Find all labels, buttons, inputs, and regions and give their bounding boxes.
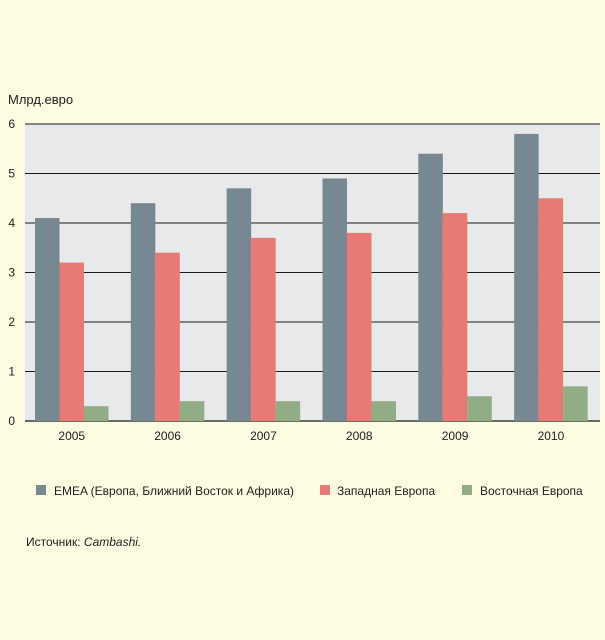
y-axis-title: Млрд.евро: [8, 92, 73, 107]
bar: [418, 153, 443, 421]
legend-swatch: [462, 485, 472, 495]
x-tick-labels: 2005 2006 2007 2008 2009 2010: [58, 429, 564, 443]
legend-label: Западная Европа: [337, 484, 435, 498]
bar: [322, 178, 347, 421]
bar: [251, 237, 276, 421]
y-tick-label: 3: [8, 266, 15, 280]
bar: [538, 198, 564, 421]
legend-swatch: [320, 485, 330, 495]
legend: EMEA (Европа, Ближний Восток и Африка) За…: [36, 484, 583, 498]
bars: [35, 133, 588, 421]
x-tick-label: 2005: [58, 429, 85, 443]
bar: [563, 386, 588, 421]
bar: [467, 396, 492, 421]
x-tick-label: 2007: [250, 429, 277, 443]
x-tick-label: 2006: [154, 429, 181, 443]
y-tick-label: 1: [8, 365, 15, 379]
bar: [371, 401, 396, 421]
legend-swatch: [36, 485, 46, 495]
bar: [347, 232, 372, 421]
bar: [442, 213, 468, 421]
source-note: Источник: Cambashi.: [26, 535, 141, 549]
y-tick-label: 0: [8, 414, 15, 428]
y-tick-label: 2: [8, 315, 15, 329]
bar: [514, 133, 539, 421]
x-tick-label: 2010: [538, 429, 565, 443]
bar: [155, 252, 180, 421]
source-label: Источник:: [26, 535, 81, 549]
bar: [59, 262, 84, 421]
y-tick-label: 5: [8, 167, 15, 181]
bar: [179, 401, 205, 421]
x-tick-label: 2008: [346, 429, 373, 443]
bar: [35, 218, 60, 421]
legend-label: EMEA (Европа, Ближний Восток и Африка): [54, 484, 294, 498]
source-name: Cambashi.: [83, 535, 142, 549]
x-tick-label: 2009: [442, 429, 469, 443]
y-tick-label: 4: [8, 216, 15, 230]
legend-label: Восточная Европа: [480, 484, 583, 498]
bar: [84, 406, 109, 421]
bar: [130, 203, 156, 421]
gridlines: [25, 123, 600, 422]
y-tick-labels: 0 1 2 3 4 5 6: [8, 117, 15, 428]
y-tick-label: 6: [8, 117, 15, 131]
bar: [275, 401, 301, 421]
bar: [226, 188, 252, 421]
